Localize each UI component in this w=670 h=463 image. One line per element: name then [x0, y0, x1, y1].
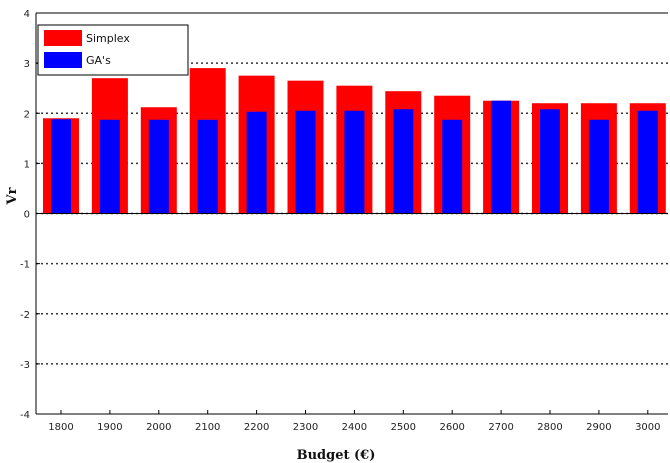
x-tick-label: 3000: [635, 422, 660, 433]
legend-swatch-gas: [44, 52, 82, 68]
x-axis-title: Budget (€): [297, 448, 376, 463]
bar-gas-2100: [197, 119, 218, 214]
bars: [43, 68, 666, 214]
bar-gas-2500: [393, 109, 414, 214]
tick-labels: 1800 1900 2000 2100 2200 2300 2400 2500 2600 2700…: [20, 9, 661, 433]
x-tick-label: 2600: [439, 422, 464, 433]
axes: [35, 12, 668, 415]
y-axis-title: Vr: [5, 187, 20, 205]
legend-label-gas: GA's: [86, 54, 111, 67]
x-tick-label: 2500: [391, 422, 416, 433]
legend-swatch-simplex: [44, 30, 82, 46]
bar-gas-2600: [442, 119, 463, 214]
y-tick-label: 3: [24, 59, 30, 70]
bar-gas-2400: [344, 110, 365, 214]
bar-gas-2700: [491, 100, 512, 214]
bar-gas-1900: [99, 119, 120, 214]
legend: Simplex GA's: [37, 24, 189, 76]
bar-gas-3000: [637, 110, 658, 214]
x-tick-label: 2200: [244, 422, 269, 433]
x-tick-label: 1900: [97, 422, 122, 433]
bar-gas-2800: [540, 109, 560, 214]
x-tick-label: 2700: [488, 422, 513, 433]
y-tick-label: 4: [24, 9, 30, 20]
legend-label-simplex: Simplex: [86, 32, 130, 45]
bar-gas-2000: [148, 119, 169, 214]
x-tick-label: 2400: [342, 422, 367, 433]
y-tick-label: 1: [24, 159, 30, 170]
x-tick-label: 2800: [537, 422, 562, 433]
y-tick-label: -3: [20, 360, 30, 371]
y-tick-label: -4: [20, 410, 30, 421]
x-tick-label: 2300: [293, 422, 318, 433]
y-tick-label: 2: [24, 109, 30, 120]
bar-gas-2200: [246, 111, 267, 214]
bar-gas-1800: [51, 119, 71, 214]
x-tick-label: 2900: [586, 422, 611, 433]
y-tick-label: -2: [20, 310, 30, 321]
bar-gas-2300: [295, 110, 316, 214]
x-tick-label: 2100: [195, 422, 220, 433]
x-tick-label: 2000: [146, 422, 171, 433]
y-tick-label: 0: [24, 210, 30, 221]
x-tick-label: 1800: [48, 422, 73, 433]
y-tick-label: -1: [20, 260, 30, 271]
bar-gas-2900: [588, 119, 609, 214]
